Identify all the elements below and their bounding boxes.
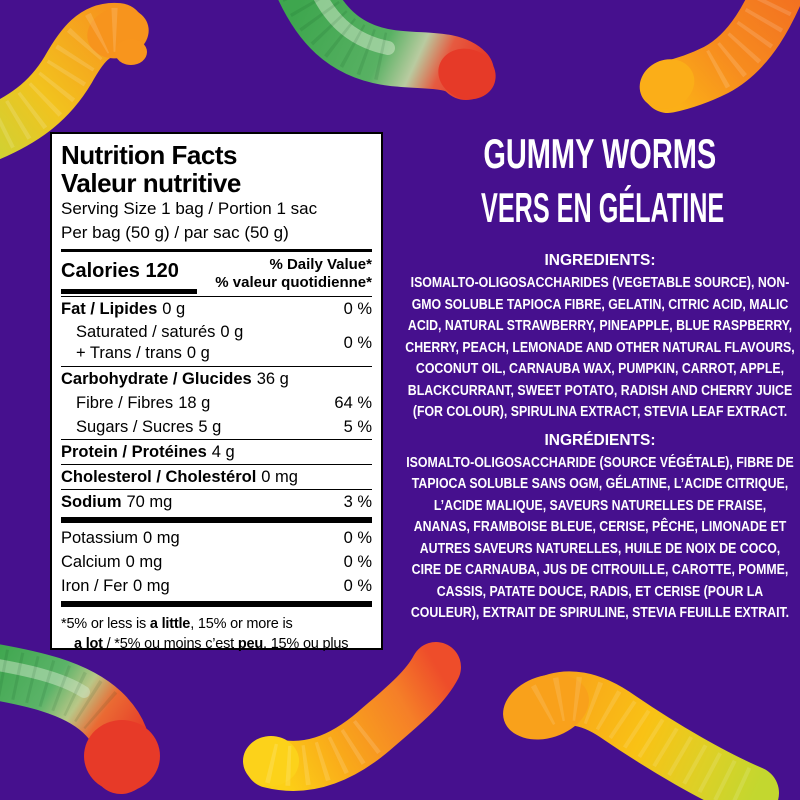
divider-medium (61, 249, 372, 252)
ingredients-heading-en: INGREDIENTS: (544, 252, 656, 269)
product-info-panel: GUMMY WORMS VERS EN GÉLATINE INGREDIENTS… (400, 132, 800, 625)
gummy-worm-top-right (639, 0, 800, 113)
nutrition-facts-label: Nutrition Facts Valeur nutritive Serving… (50, 132, 383, 652)
nutrition-row-carbohydrate: Carbohydrate / Glucides 36 g (61, 366, 372, 391)
gummy-worm-top-left (0, 2, 149, 160)
calories-row: Calories 120 % Daily Value* % valeur quo… (61, 252, 372, 296)
product-title-en: GUMMY WORMS (483, 130, 717, 177)
per-bag-line: Per bag (50 g) / par sac (50 g) (61, 223, 289, 242)
nutrition-row-calcium: Calcium 0 mg 0 % (61, 553, 372, 571)
ingredients-heading-fr: INGRÉDIENTS: (544, 431, 656, 449)
nutrition-row-sodium: Sodium 70 mg 3 % (61, 489, 372, 514)
product-title-fr: VERS EN GÉLATINE (481, 184, 725, 231)
nutrition-row-fat: Fat / Lipides 0 g 0 % (61, 296, 372, 321)
footnote: *5% or less is a little, 15% or more is … (61, 616, 349, 652)
nutrition-row-protein: Protein / Protéines 4 g (61, 439, 372, 464)
divider-thick (61, 517, 372, 523)
daily-value-header: % Daily Value* % valeur quotidienne* (215, 256, 372, 291)
ingredients-text-fr: ISOMALTO-OLIGOSACCHARIDE (SOURCE VÉGÉTAL… (406, 454, 794, 622)
nutrition-row-cholesterol: Cholesterol / Cholestérol 0 mg (61, 464, 372, 489)
gummy-worm-bottom-center (243, 642, 461, 791)
nutrition-row-potassium: Potassium 0 mg 0 % (61, 529, 372, 547)
nutrition-title-fr: Valeur nutritive (61, 168, 241, 198)
calories-value: Calories 120 (61, 255, 197, 294)
gummy-worm-bottom-left (0, 644, 160, 794)
nutrition-title-en: Nutrition Facts (61, 140, 237, 170)
divider-thick (61, 601, 372, 607)
nutrition-row-saturated-trans: Saturated / saturés 0 g + Trans / trans 0 … (76, 323, 372, 362)
nutrition-row-fibre: Fibre / Fibres 18 g 64 % (76, 394, 372, 412)
calories-underline (61, 289, 197, 294)
gummy-worm-bottom-right (503, 671, 779, 800)
gummy-worm-top-center (278, 0, 496, 100)
nutrition-row-iron: Iron / Fer 0 mg 0 % (61, 577, 372, 595)
serving-size-line: Serving Size 1 bag / Portion 1 sac (61, 199, 318, 218)
nutrition-row-sugars: Sugars / Sucres 5 g 5 % (76, 418, 372, 436)
ingredients-text-en: ISOMALTO-OLIGOSACCHARIDES (VEGETABLE SOU… (405, 275, 795, 420)
